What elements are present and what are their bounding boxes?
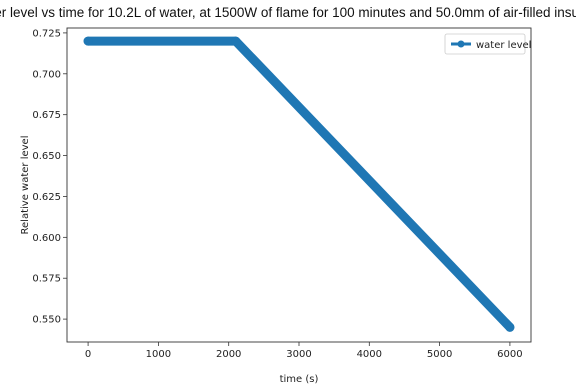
x-tick-label: 2000 xyxy=(216,349,241,360)
y-axis-label: Relative water level xyxy=(20,136,31,235)
legend-marker xyxy=(457,40,465,48)
y-tick-label: 0.700 xyxy=(32,69,61,80)
x-tick-label: 0 xyxy=(85,349,91,360)
chart-title: Water level vs time for 10.2L of water, … xyxy=(0,5,576,20)
y-tick-label: 0.550 xyxy=(32,315,61,326)
y-tick-label: 0.725 xyxy=(32,28,61,39)
x-tick-label: 6000 xyxy=(497,349,522,360)
series-line-water-level xyxy=(83,36,515,332)
legend: water level xyxy=(444,33,531,55)
x-axis-label: time (s) xyxy=(280,374,319,385)
x-tick-label: 3000 xyxy=(286,349,311,360)
y-tick-label: 0.625 xyxy=(32,192,61,203)
plot-area xyxy=(66,27,532,343)
data-point xyxy=(505,322,515,332)
x-tick-label: 5000 xyxy=(427,349,452,360)
data-point xyxy=(231,36,241,46)
legend-box xyxy=(444,33,526,55)
data-point xyxy=(83,36,93,46)
series-layer xyxy=(83,36,515,332)
x-tick-label: 4000 xyxy=(357,349,382,360)
y-axis: 0.550 0.575 0.600 0.625 0.650 0.675 0.700 0.725 xyxy=(32,28,67,326)
x-tick-label: 1000 xyxy=(146,349,171,360)
y-tick-label: 0.650 xyxy=(32,151,61,162)
y-tick-label: 0.600 xyxy=(32,233,61,244)
y-tick-label: 0.675 xyxy=(32,110,61,121)
legend-label-water-level: water level xyxy=(476,40,531,51)
y-tick-label: 0.575 xyxy=(32,274,61,285)
x-axis: 0 1000 2000 3000 4000 5000 6000 xyxy=(85,342,523,360)
